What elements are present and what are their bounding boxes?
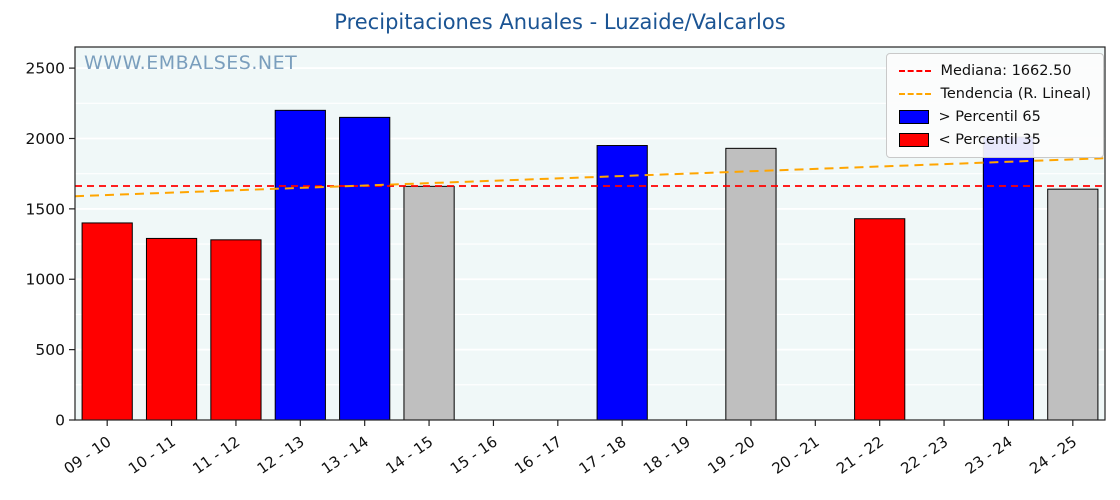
x-tick-label: 16 - 17: [511, 433, 565, 478]
legend-item: Tendencia (R. Lineal): [899, 86, 1091, 102]
y-tick-label: 1500: [26, 200, 65, 218]
x-tick-label: 19 - 20: [704, 433, 758, 478]
x-tick-label: 09 - 10: [61, 433, 115, 478]
bar-19-20: [725, 147, 777, 421]
x-tick-label: 21 - 22: [833, 433, 887, 478]
chart-legend: Mediana: 1662.50 Tendencia (R. Lineal) > P…: [886, 53, 1104, 158]
y-tick-label: 1000: [26, 271, 65, 289]
x-tick-label: 15 - 16: [447, 433, 501, 478]
legend-item: > Percentil 65: [899, 109, 1091, 125]
chart-title: Precipitaciones Anuales - Luzaide/Valcar…: [334, 10, 786, 34]
y-tick-label: 2000: [26, 130, 65, 148]
legend-color-swatch: [899, 133, 930, 147]
legend-item: < Percentil 35: [899, 132, 1091, 148]
x-tick-label: 14 - 15: [383, 433, 437, 478]
legend-color-swatch: [899, 110, 930, 124]
bar-14-15: [403, 185, 455, 421]
bar-10-11: [145, 237, 198, 421]
axes-frame: [74, 46, 1106, 421]
bar-13-14: [339, 116, 391, 421]
legend-item: Mediana: 1662.50: [899, 63, 1091, 79]
x-tick-label: 20 - 21: [769, 433, 823, 478]
x-tick-label: 18 - 19: [640, 433, 694, 478]
x-tick-label: 24 - 25: [1026, 433, 1080, 478]
bar-17-18: [596, 145, 648, 421]
y-tick-label: 500: [35, 341, 65, 359]
bar-24-25: [1047, 188, 1099, 421]
legend-line-sample: [899, 93, 932, 95]
trend-line: [74, 157, 1106, 198]
legend-label: Mediana: 1662.50: [940, 63, 1072, 79]
y-tick-label: 2500: [26, 60, 65, 78]
x-tick-label: 23 - 24: [962, 433, 1016, 478]
y-tick-label: 0: [55, 412, 65, 430]
bar-11-12: [210, 239, 262, 421]
x-tick-label: 12 - 13: [254, 433, 308, 478]
legend-label: > Percentil 65: [938, 109, 1041, 125]
bar-12-13: [274, 109, 326, 421]
bar-23-24: [982, 136, 1035, 421]
x-tick-label: 13 - 14: [318, 433, 372, 478]
watermark: WWW.EMBALSES.NET: [84, 52, 298, 74]
x-tick-label: 22 - 23: [898, 433, 952, 478]
bar-09-10: [81, 222, 133, 421]
x-tick-label: 17 - 18: [576, 433, 630, 478]
x-tick-label: 10 - 11: [125, 433, 179, 478]
legend-line-sample: [899, 70, 932, 72]
bar-21-22: [854, 218, 906, 421]
legend-label: < Percentil 35: [938, 132, 1041, 148]
legend-label: Tendencia (R. Lineal): [940, 86, 1091, 102]
x-tick-label: 11 - 12: [189, 433, 243, 478]
